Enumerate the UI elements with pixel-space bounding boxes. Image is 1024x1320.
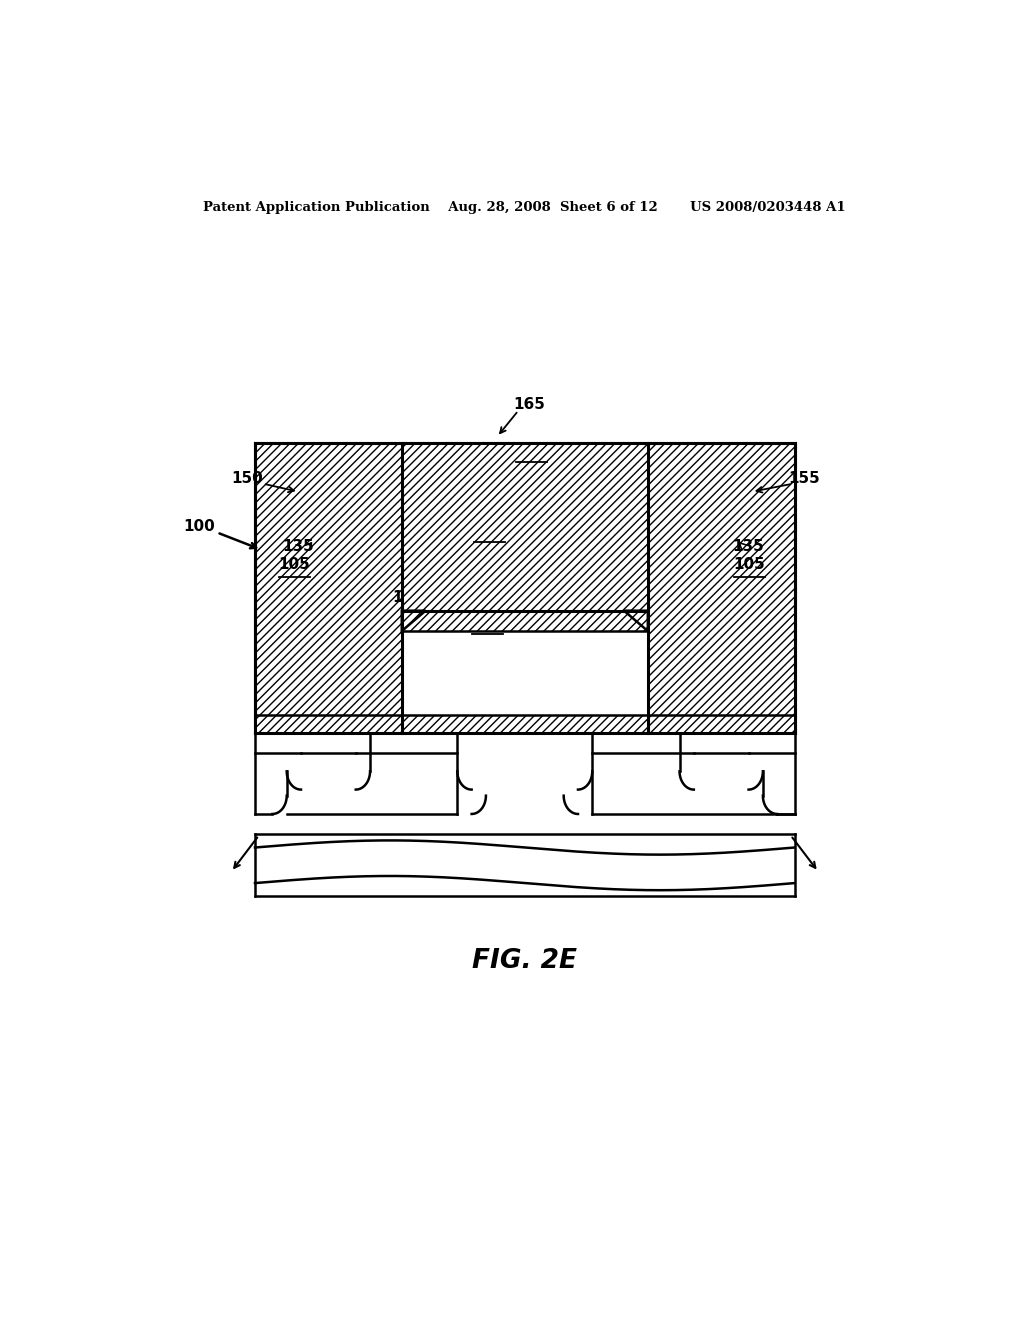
Text: 135: 135 bbox=[733, 539, 765, 554]
Text: 135: 135 bbox=[424, 597, 455, 612]
Text: 135: 135 bbox=[283, 539, 314, 554]
Text: FIG. 2E: FIG. 2E bbox=[472, 948, 578, 974]
Polygon shape bbox=[401, 611, 426, 631]
Bar bbox=[401, 611, 648, 631]
Bar bbox=[255, 444, 795, 733]
Text: 155: 155 bbox=[788, 471, 820, 486]
Text: 165: 165 bbox=[513, 397, 545, 412]
Bar bbox=[401, 444, 648, 733]
Bar bbox=[401, 444, 648, 611]
Polygon shape bbox=[624, 611, 648, 631]
Text: 130: 130 bbox=[571, 590, 602, 605]
Text: 115: 115 bbox=[515, 442, 547, 458]
Text: 150: 150 bbox=[231, 471, 263, 486]
Text: 120: 120 bbox=[472, 614, 503, 630]
Bar bbox=[255, 715, 795, 733]
Text: 105: 105 bbox=[279, 557, 310, 573]
Text: Patent Application Publication    Aug. 28, 2008  Sheet 6 of 12       US 2008/020: Patent Application Publication Aug. 28, … bbox=[204, 201, 846, 214]
Text: 130: 130 bbox=[392, 590, 423, 605]
Text: 110: 110 bbox=[473, 521, 505, 537]
Text: 100: 100 bbox=[183, 519, 215, 533]
Text: 105: 105 bbox=[733, 557, 765, 573]
Bar bbox=[255, 727, 795, 818]
Text: 125: 125 bbox=[489, 499, 521, 513]
